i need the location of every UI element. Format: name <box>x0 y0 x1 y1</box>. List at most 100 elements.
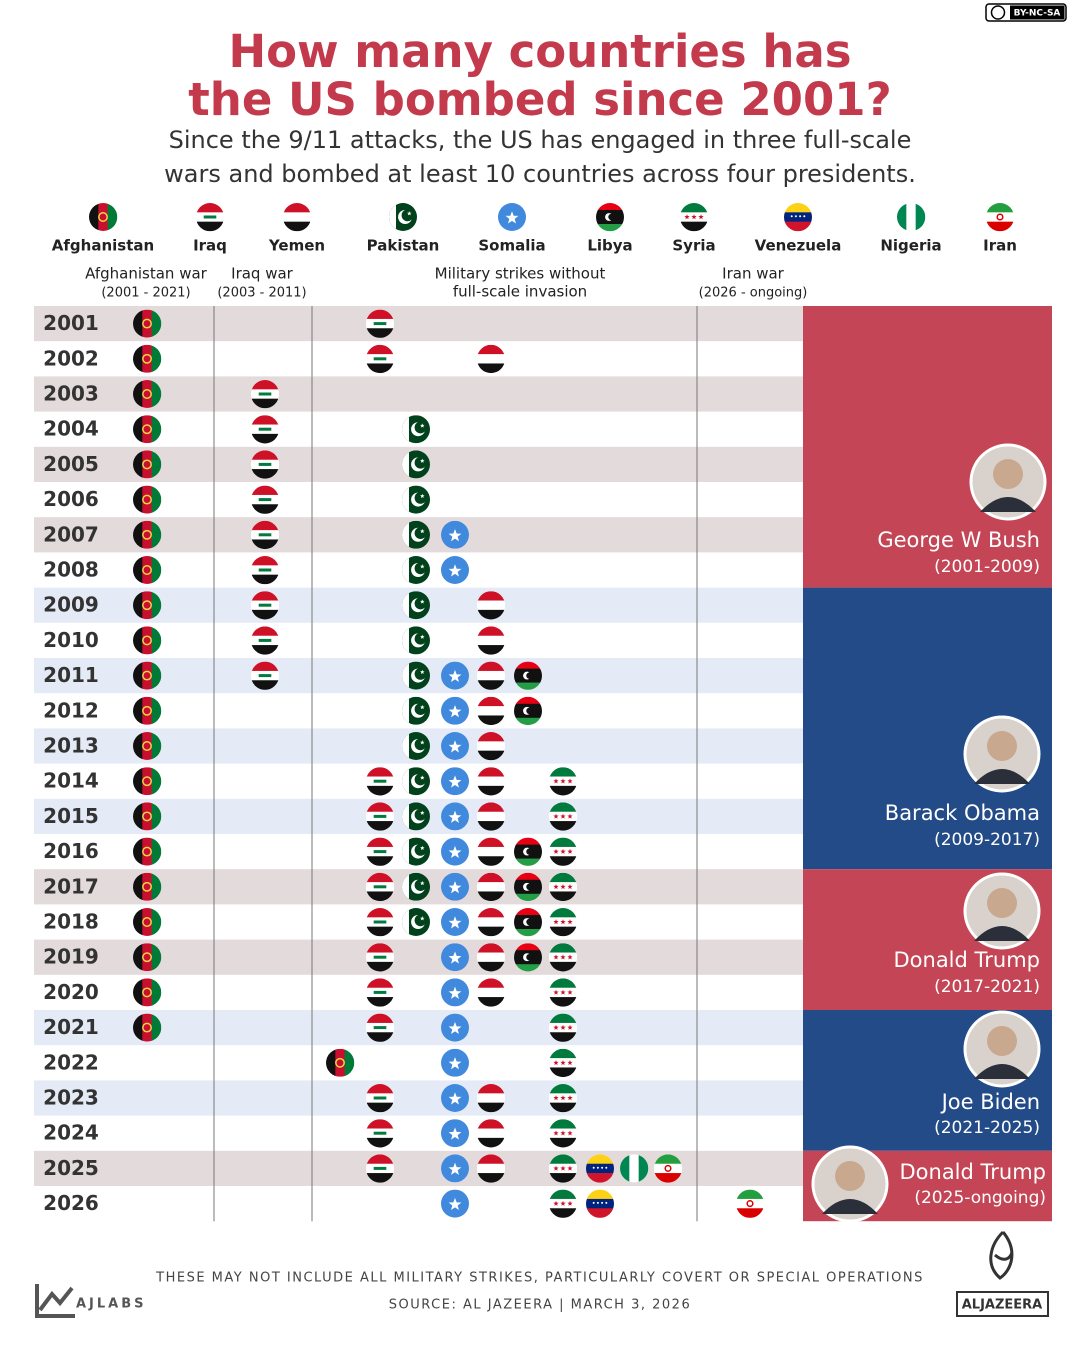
flag-stripe <box>133 943 143 972</box>
strike-flag <box>549 1189 577 1218</box>
flag-star <box>553 919 559 925</box>
flag-stripe <box>549 837 577 848</box>
flag-stripe <box>366 978 394 989</box>
flag-stripe <box>142 344 152 373</box>
flag-stripe <box>549 961 577 972</box>
flag-stripe <box>283 221 311 232</box>
flag <box>389 203 417 231</box>
flag-stripe <box>151 309 162 338</box>
flag-stripe <box>514 661 542 669</box>
flag-emblem <box>98 212 108 222</box>
flag-emblem <box>142 565 152 575</box>
flag-emblem <box>142 670 152 681</box>
flag-emblem <box>373 990 387 994</box>
flag-star <box>448 916 462 929</box>
war-flag <box>133 1013 162 1042</box>
aljazeera-logo: ALJAZEERA <box>962 1298 1043 1313</box>
flag-crescent-cut <box>414 914 427 927</box>
flag-stripe <box>514 872 542 881</box>
flag-star <box>407 211 412 216</box>
flag-stripe <box>549 856 577 866</box>
flag-stripe <box>142 380 152 408</box>
strike-flag <box>477 943 505 972</box>
year-label: 2025 <box>43 1156 99 1180</box>
flag-star <box>560 778 566 784</box>
strike-flag <box>366 837 394 866</box>
flag-stripe <box>477 872 505 883</box>
flag-stripe <box>133 802 143 831</box>
flag-star <box>560 813 566 819</box>
war-flag <box>133 309 162 338</box>
flag-star <box>567 813 573 819</box>
flag-emblem <box>142 635 152 646</box>
flag-stripe <box>736 1189 764 1200</box>
flag-stripe <box>251 574 279 585</box>
flag-stripe <box>142 661 152 690</box>
flag-stripe <box>477 732 505 742</box>
president-name: Barack Obama <box>885 801 1040 825</box>
strike-flag <box>441 1154 469 1183</box>
flag-band <box>402 626 409 655</box>
flag-stripe <box>133 591 143 620</box>
war-flag <box>133 485 162 514</box>
portrait-suit <box>974 926 1030 941</box>
flag-emblem <box>373 1026 387 1030</box>
flag-band <box>402 837 409 866</box>
flag-emblem <box>335 1057 345 1068</box>
strike-flag <box>477 978 505 1007</box>
flag-star <box>553 1095 559 1101</box>
flag-star <box>553 848 559 854</box>
flag-star <box>567 778 573 784</box>
portrait-suit <box>822 1199 878 1214</box>
flag-stripe <box>549 1137 577 1148</box>
flag-star <box>601 1166 604 1169</box>
flag-stripe <box>477 943 505 953</box>
flag-stripe <box>151 661 162 690</box>
flag-star <box>560 848 566 854</box>
flag-star <box>448 529 462 542</box>
flag-stripe <box>514 837 542 845</box>
strike-flag <box>402 661 430 690</box>
flag-stripe <box>549 908 577 918</box>
year-label: 2005 <box>43 452 99 476</box>
flag-stripe <box>549 767 577 777</box>
flag-star <box>553 884 559 890</box>
war-flag <box>251 415 279 444</box>
flag-emblem <box>258 638 272 642</box>
flag-star <box>601 1201 604 1204</box>
flag-crescent-cut <box>414 773 427 786</box>
flag-star <box>553 989 559 995</box>
flag-stripe <box>366 961 394 972</box>
flag-stripe <box>477 670 505 681</box>
flag-stripe <box>514 682 542 690</box>
flag-star <box>420 458 425 463</box>
flag-stripe <box>366 1119 394 1129</box>
flag-stripe <box>596 224 624 232</box>
flag-crescent-cut <box>414 668 427 680</box>
flag-stripe <box>477 776 505 787</box>
flag-stripe <box>986 212 1014 222</box>
flag-star <box>420 810 425 815</box>
legend-label: Venezuela <box>755 237 842 255</box>
flag-emblem <box>373 814 387 818</box>
strike-flag <box>514 872 542 902</box>
president-name: George W Bush <box>877 528 1040 552</box>
portrait-head <box>987 1026 1017 1056</box>
group-label: full-scale invasion <box>453 283 587 301</box>
flag-star <box>448 951 462 964</box>
flag-emblem <box>996 213 1004 221</box>
flag-stripe <box>736 1208 764 1218</box>
flag-emblem <box>373 850 387 854</box>
flag-stripe <box>366 328 394 338</box>
flag-emblem <box>142 987 152 998</box>
legend-label: Libya <box>587 237 632 255</box>
flag-stripe <box>151 626 162 655</box>
flag-stripe <box>477 363 505 374</box>
flag-emblem <box>373 920 387 924</box>
flag-emblem <box>142 917 152 927</box>
flag-stripe <box>549 997 577 1007</box>
flag-stripe <box>196 203 224 213</box>
flag-stripe <box>986 203 1014 213</box>
flag-stripe <box>142 872 152 901</box>
flag-star <box>448 1127 462 1140</box>
